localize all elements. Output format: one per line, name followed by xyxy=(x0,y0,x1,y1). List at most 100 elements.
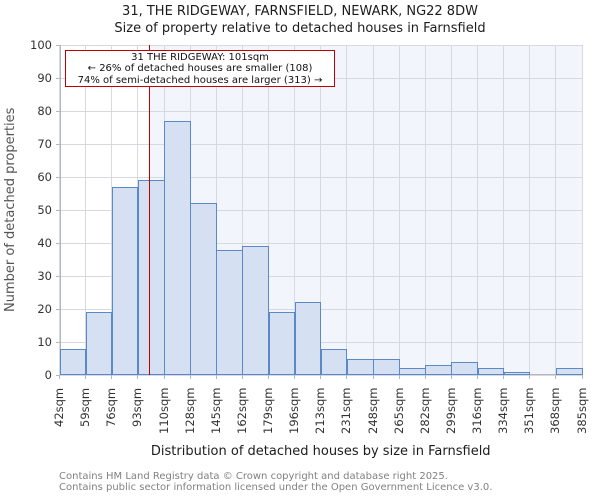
x-tick-label: 282sqm xyxy=(417,387,432,434)
x-tick-label: 42sqm xyxy=(52,387,66,427)
marker-annotation: 31 THE RIDGEWAY: 101sqm ← 26% of detache… xyxy=(65,50,335,87)
gridline-vertical xyxy=(372,45,374,375)
annotation-line-2: ← 26% of detached houses are smaller (10… xyxy=(87,63,313,75)
x-tick-mark xyxy=(503,375,505,379)
histogram-bar xyxy=(242,246,269,375)
histogram-bar xyxy=(346,358,374,375)
attribution-line-1: Contains HM Land Registry data © Crown c… xyxy=(59,471,448,482)
y-tick-label: 100 xyxy=(30,38,52,52)
gridline-vertical xyxy=(424,45,426,375)
y-tick-label: 60 xyxy=(37,170,52,184)
histogram-bar xyxy=(216,249,243,375)
x-tick-mark xyxy=(294,375,296,379)
x-tick-label: 385sqm xyxy=(574,387,589,434)
y-tick-label: 50 xyxy=(37,203,52,217)
x-tick-label: 351sqm xyxy=(522,387,537,434)
x-tick-mark xyxy=(111,375,113,379)
gridline-vertical xyxy=(268,45,269,375)
x-tick-mark xyxy=(450,375,452,379)
gridline-vertical xyxy=(581,45,583,375)
x-tick-label: 145sqm xyxy=(208,387,223,434)
histogram-bar xyxy=(59,348,87,375)
y-tick-label: 80 xyxy=(37,104,52,118)
x-tick-label: 162sqm xyxy=(234,387,249,434)
x-tick-mark xyxy=(346,375,348,379)
y-tick-mark xyxy=(55,341,60,343)
histogram-bar xyxy=(320,348,348,375)
chart-subtitle: Size of property relative to detached ho… xyxy=(114,21,486,36)
x-tick-mark xyxy=(529,375,531,379)
x-tick-label: 179sqm xyxy=(261,387,275,434)
y-tick-mark xyxy=(55,308,60,310)
gridline-vertical xyxy=(529,45,531,375)
histogram-bar xyxy=(555,368,583,375)
x-tick-label: 265sqm xyxy=(391,387,406,434)
histogram-bar xyxy=(164,120,191,375)
x-tick-label: 316sqm xyxy=(470,387,484,434)
y-tick-label: 90 xyxy=(37,71,52,85)
y-tick-mark xyxy=(55,77,60,79)
x-tick-mark xyxy=(477,375,478,379)
y-tick-label: 30 xyxy=(37,269,52,283)
x-tick-label: 128sqm xyxy=(182,387,197,434)
chart-title: 31, THE RIDGEWAY, FARNSFIELD, NEWARK, NG… xyxy=(122,4,478,19)
x-tick-mark xyxy=(137,375,139,379)
gridline-vertical xyxy=(398,45,400,375)
histogram-bar xyxy=(451,361,478,375)
histogram-bar xyxy=(137,180,165,375)
x-tick-mark xyxy=(85,375,87,379)
annotation-line-1: 31 THE RIDGEWAY: 101sqm xyxy=(131,52,269,63)
histogram-bar xyxy=(85,312,113,375)
x-tick-label: 213sqm xyxy=(313,387,328,434)
property-size-marker-line xyxy=(148,45,151,375)
x-tick-label: 59sqm xyxy=(78,387,93,427)
y-tick-mark xyxy=(55,110,60,112)
x-tick-mark xyxy=(189,375,191,379)
gridline-vertical xyxy=(241,45,243,375)
x-tick-mark xyxy=(398,375,400,379)
x-tick-label: 93sqm xyxy=(130,387,145,427)
y-axis-line xyxy=(59,45,61,375)
x-tick-label: 248sqm xyxy=(365,387,380,434)
x-tick-mark xyxy=(268,375,269,379)
histogram-bar xyxy=(399,368,426,375)
gridline-vertical xyxy=(477,45,478,375)
histogram-bar xyxy=(503,371,531,375)
y-tick-mark xyxy=(55,176,60,178)
gridline-vertical xyxy=(555,45,557,375)
x-tick-label: 231sqm xyxy=(339,387,354,434)
y-tick-mark xyxy=(55,242,60,244)
histogram-bar xyxy=(477,368,505,375)
y-tick-label: 70 xyxy=(37,137,52,151)
x-tick-mark xyxy=(320,375,322,379)
x-tick-label: 110sqm xyxy=(156,387,171,434)
histogram-bar xyxy=(294,302,322,375)
y-tick-mark xyxy=(55,275,60,277)
annotation-line-3: 74% of semi-detached houses are larger (… xyxy=(77,74,323,86)
gridline-vertical xyxy=(85,45,87,375)
x-tick-mark xyxy=(555,375,557,379)
histogram-bar xyxy=(373,358,400,375)
gridline-vertical xyxy=(320,45,322,375)
histogram-bar xyxy=(268,312,296,375)
x-tick-mark xyxy=(581,375,583,379)
gridline-vertical xyxy=(346,45,348,375)
x-tick-mark xyxy=(215,375,217,379)
x-tick-label: 368sqm xyxy=(548,387,563,434)
x-tick-label: 196sqm xyxy=(287,387,302,434)
x-tick-mark xyxy=(372,375,374,379)
histogram-bar xyxy=(190,203,217,375)
x-tick-label: 334sqm xyxy=(496,387,511,434)
attribution-line-2: Contains public sector information licen… xyxy=(59,481,493,493)
y-tick-label: 10 xyxy=(37,335,52,349)
gridline-vertical xyxy=(503,45,505,375)
y-tick-label: 20 xyxy=(37,302,52,316)
histogram-bar xyxy=(111,186,139,375)
gridline-vertical xyxy=(450,45,452,375)
x-tick-mark xyxy=(241,375,243,379)
x-tick-mark xyxy=(59,375,60,379)
x-tick-mark xyxy=(424,375,426,379)
y-tick-label: 40 xyxy=(37,236,52,250)
x-axis-title: Distribution of detached houses by size … xyxy=(150,444,491,459)
